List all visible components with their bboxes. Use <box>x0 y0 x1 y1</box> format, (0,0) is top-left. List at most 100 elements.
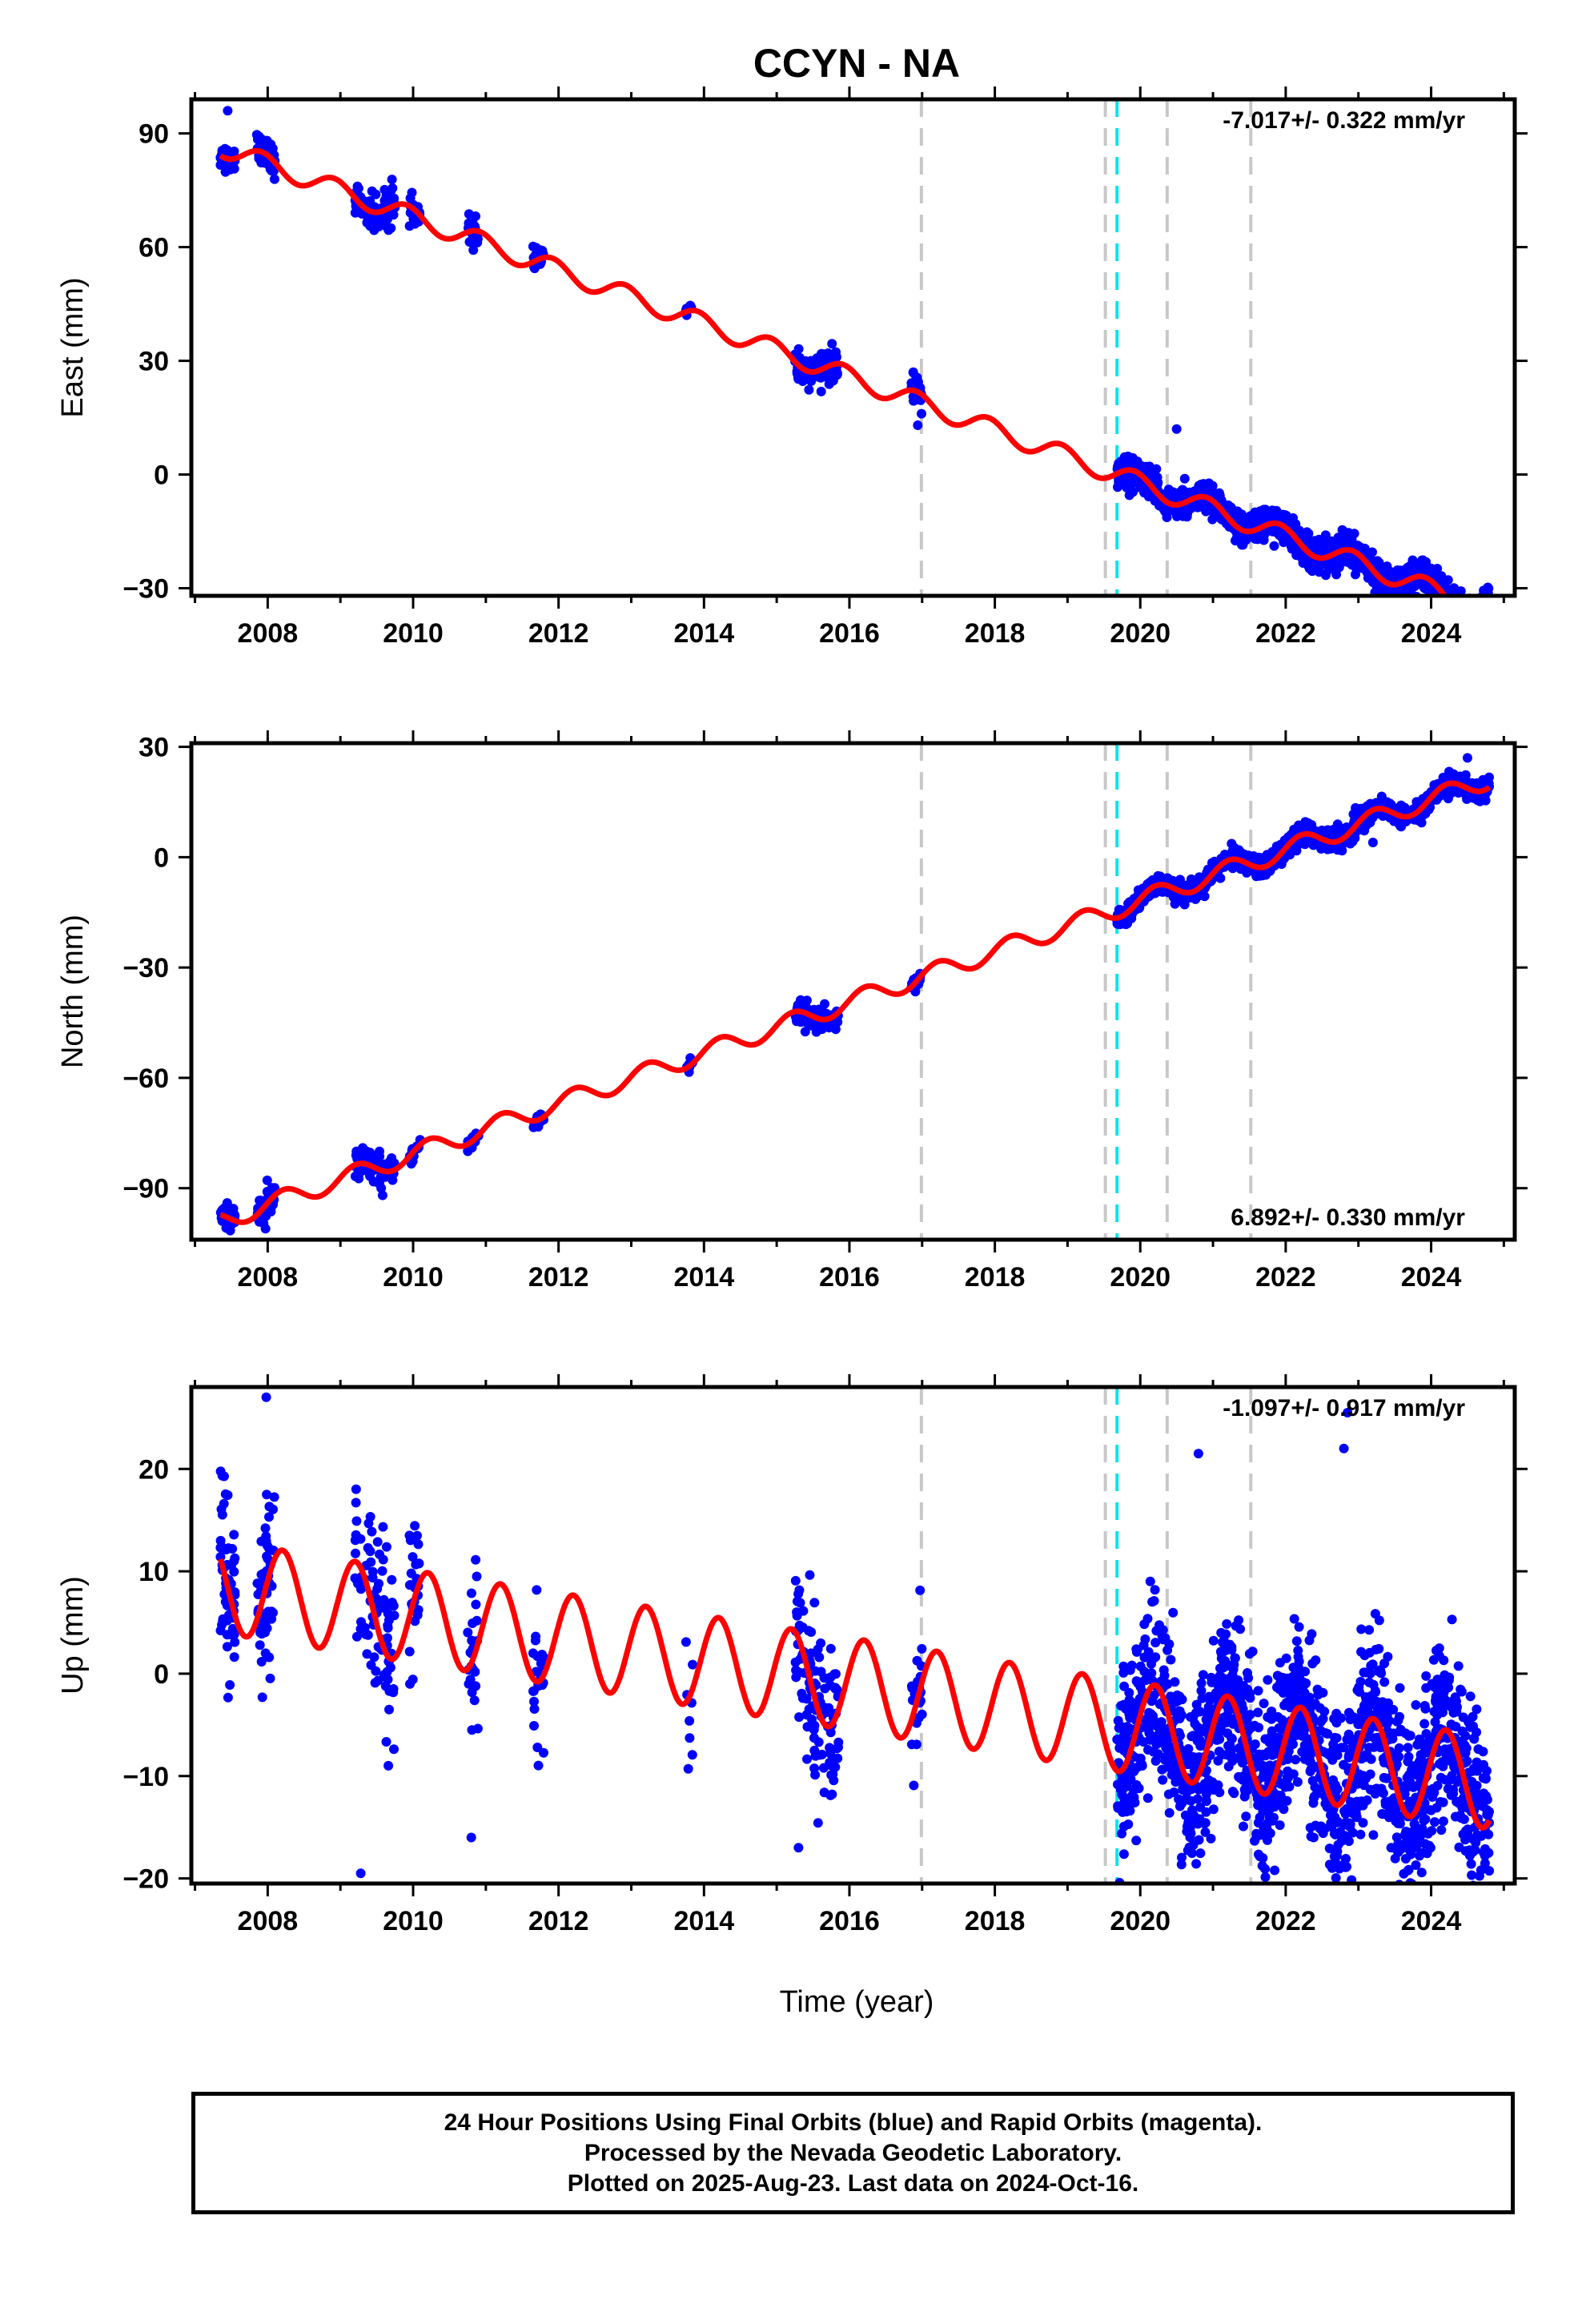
data-point <box>269 1492 279 1502</box>
data-point <box>1467 604 1476 613</box>
data-point <box>1467 606 1476 616</box>
data-point <box>471 1554 481 1565</box>
data-point <box>471 1599 481 1610</box>
data-point <box>814 1652 825 1663</box>
data-point <box>1456 586 1466 596</box>
data-point <box>1474 598 1484 608</box>
data-point <box>1480 601 1489 611</box>
data-point <box>1472 609 1481 618</box>
data-point <box>1194 498 1204 509</box>
data-point <box>1473 597 1483 607</box>
data-point <box>794 1585 805 1595</box>
data-point <box>1469 605 1479 614</box>
data-point <box>1458 609 1468 619</box>
data-point <box>256 134 267 144</box>
data-point <box>1259 534 1269 545</box>
data-point <box>367 1526 377 1537</box>
data-point <box>805 1570 815 1580</box>
data-point <box>917 1709 927 1719</box>
data-point <box>1254 852 1264 862</box>
data-point <box>814 1750 825 1760</box>
data-point <box>366 1557 376 1567</box>
data-point <box>1131 1835 1142 1846</box>
data-point <box>1472 598 1481 608</box>
data-point <box>1444 599 1454 609</box>
data-point <box>827 339 837 349</box>
data-point <box>375 219 386 228</box>
data-point <box>909 1780 919 1791</box>
data-point <box>800 1027 810 1037</box>
data-point <box>539 1747 548 1758</box>
data-point <box>1463 602 1472 612</box>
y-tick-label: 30 <box>139 347 169 377</box>
data-point <box>827 1789 837 1799</box>
data-point <box>1480 608 1490 617</box>
data-point <box>792 1607 802 1618</box>
data-point <box>215 1626 226 1635</box>
data-point <box>796 995 805 1005</box>
data-point <box>472 1571 482 1582</box>
data-point <box>1116 456 1126 466</box>
data-point <box>1461 601 1471 611</box>
data-point <box>467 1687 477 1698</box>
data-point <box>257 1692 267 1703</box>
data-point <box>529 1696 539 1707</box>
data-point <box>1478 605 1488 614</box>
data-point <box>1456 601 1465 610</box>
data-point <box>1203 505 1214 515</box>
data-point <box>1449 605 1459 614</box>
data-point <box>372 1584 383 1594</box>
data-point <box>1464 599 1474 609</box>
east-plot-frame <box>189 97 1517 598</box>
data-point <box>256 1657 267 1667</box>
data-point <box>1339 557 1349 567</box>
data-point <box>801 356 811 366</box>
data-point <box>1480 600 1490 609</box>
data-point <box>383 1760 394 1771</box>
data-point <box>1403 562 1413 573</box>
data-point <box>1464 598 1474 608</box>
data-point <box>1472 598 1482 608</box>
data-point <box>372 1537 383 1547</box>
data-point <box>1464 598 1474 608</box>
data-point <box>1200 1827 1211 1837</box>
data-point <box>358 1143 368 1153</box>
data-point <box>389 1744 399 1755</box>
y-tick-label: −30 <box>122 574 169 605</box>
data-point <box>1463 616 1472 625</box>
data-point <box>810 1770 821 1780</box>
data-point <box>1163 485 1174 495</box>
data-point <box>1437 599 1447 609</box>
y-tick-label: −90 <box>122 1174 169 1204</box>
data-point <box>1348 809 1359 819</box>
data-point <box>1435 605 1444 614</box>
data-point <box>1468 607 1478 617</box>
data-point <box>365 1148 375 1158</box>
data-point <box>1470 613 1480 622</box>
data-point <box>378 1554 388 1565</box>
data-point <box>1475 598 1484 608</box>
data-point <box>381 1542 391 1552</box>
data-point <box>387 1175 398 1185</box>
data-point <box>917 408 926 419</box>
data-point <box>816 1667 826 1677</box>
x-tick-label: 2008 <box>238 1262 299 1293</box>
data-point <box>1450 601 1460 610</box>
data-point <box>351 1516 362 1526</box>
x-tick-label: 2024 <box>1401 618 1462 649</box>
data-point <box>1195 485 1205 496</box>
data-point <box>1359 543 1370 553</box>
data-point <box>463 1627 473 1638</box>
data-point <box>229 1652 239 1663</box>
data-point <box>1302 554 1311 565</box>
data-point <box>267 1614 277 1624</box>
data-point <box>354 1168 364 1179</box>
data-point <box>407 187 417 198</box>
data-point <box>351 1498 361 1508</box>
data-point <box>1458 598 1468 608</box>
data-point <box>410 1521 420 1531</box>
data-point <box>1469 620 1479 629</box>
x-tick-label: 2012 <box>528 618 589 649</box>
data-point <box>1483 615 1492 625</box>
data-point <box>1483 606 1492 616</box>
